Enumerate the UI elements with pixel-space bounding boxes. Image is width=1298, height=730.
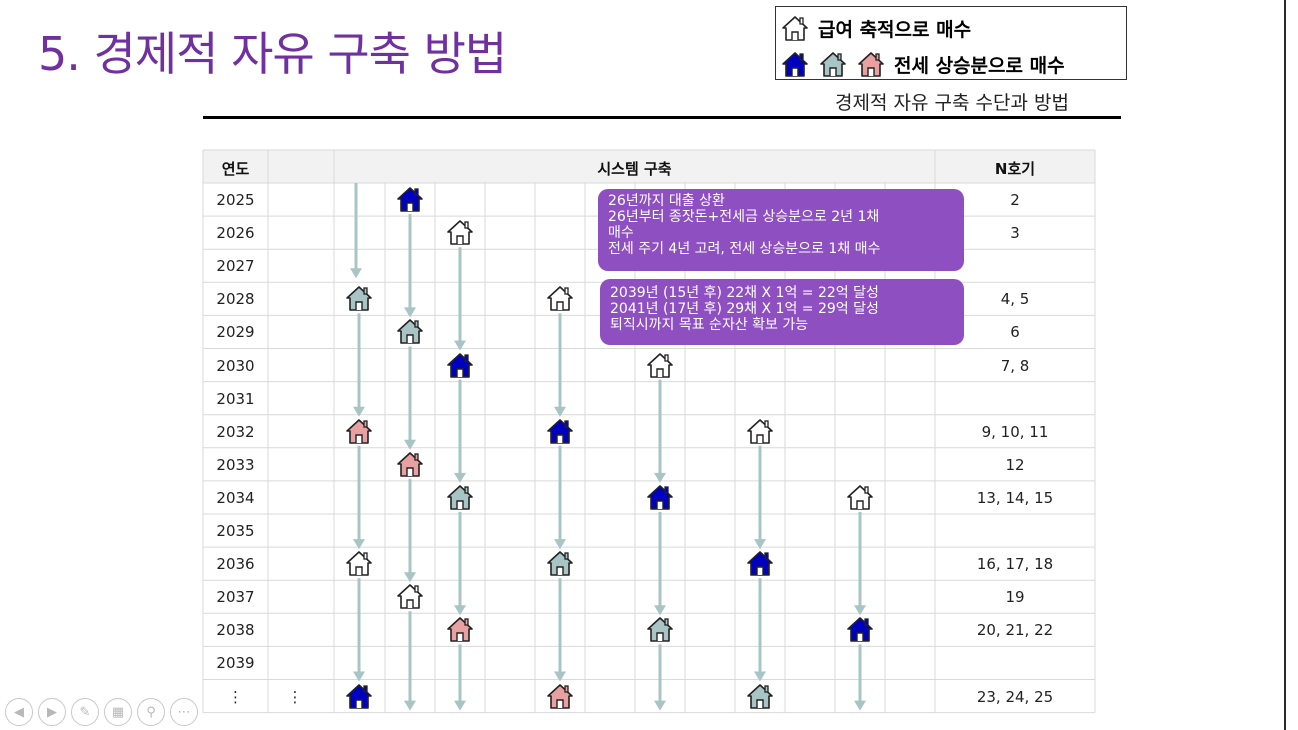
house-outline-icon <box>780 13 810 43</box>
house-blue-icon <box>545 416 575 446</box>
house-blue-icon <box>780 49 810 79</box>
house-outline-icon <box>645 350 675 380</box>
n-cell: 4, 5 <box>1000 290 1030 309</box>
slide-title: 5. 경제적 자유 구축 방법 <box>38 27 507 81</box>
legend-row-jeonse: 전세 상승분으로 매수 <box>780 49 1065 79</box>
slides-icon[interactable]: ▦ <box>104 698 132 726</box>
timeline-arrowhead <box>350 268 362 279</box>
callout-line: 매수 <box>608 225 634 241</box>
n-cell: 2 <box>1010 191 1020 209</box>
callout-line: 퇴직시까지 목표 순자산 확보 가능 <box>610 317 809 333</box>
house-pink-icon <box>545 681 575 711</box>
n-cell: 23, 24, 25 <box>976 687 1054 706</box>
legend-box: 급여 축적으로 매수 전세 상승분으로 매수 <box>775 6 1127 80</box>
timeline-arrowhead <box>654 700 666 711</box>
pen-icon[interactable]: ✎ <box>71 698 99 726</box>
callout-line: 전세 주기 4년 고려, 전세 상승분으로 1채 매수 <box>608 241 881 257</box>
house-outline-icon <box>445 217 475 247</box>
house-pink-icon <box>445 614 475 644</box>
callout-line: 26년까지 대출 상환 <box>608 193 725 209</box>
n-cell: 20, 21, 22 <box>976 621 1054 640</box>
house-blue-icon <box>445 350 475 380</box>
next-icon[interactable]: ▶ <box>38 698 66 726</box>
timeline-arrowhead <box>854 700 866 711</box>
callout-line: 26년부터 종잣돈+전세금 상승분으로 2년 1채 <box>608 209 880 225</box>
house-gray-icon <box>745 681 775 711</box>
house-pink-icon <box>344 416 374 446</box>
house-outline-icon <box>745 416 775 446</box>
house-gray-icon <box>344 283 374 313</box>
slide-subtitle: 경제적 자유 구축 수단과 방법 <box>835 92 1069 114</box>
year-cell: 2037 <box>216 588 255 607</box>
n-cell: 7, 8 <box>1000 356 1030 375</box>
house-blue-icon <box>845 614 875 644</box>
house-gray-icon <box>395 316 425 346</box>
house-outline-icon <box>845 482 875 512</box>
extra-cell: ⋮ <box>287 687 303 706</box>
year-cell: 2031 <box>216 389 255 408</box>
n-cell: 16, 17, 18 <box>976 555 1054 574</box>
n-cell: 9, 10, 11 <box>981 422 1049 441</box>
house-blue-icon <box>645 482 675 512</box>
callout-line: 2039년 (15년 후) 22채 X 1억 = 22억 달성 <box>610 285 879 301</box>
year-cell: 2038 <box>216 621 255 640</box>
slideshow-controls: ◀ ▶ ✎ ▦ ⚲ ⋯ <box>5 698 198 726</box>
year-cell: 2033 <box>216 455 255 474</box>
year-cell: 2036 <box>216 555 255 574</box>
legend-label-salary: 급여 축적으로 매수 <box>818 18 972 41</box>
callout-loan-plan: 26년까지 대출 상환 26년부터 종잣돈+전세금 상승분으로 2년 1채 매수… <box>598 189 964 271</box>
house-gray-icon <box>818 49 848 79</box>
legend-row-salary: 급여 축적으로 매수 <box>780 13 971 43</box>
header-year: 연도 <box>221 160 250 178</box>
table-header-bg <box>203 150 1095 183</box>
timeline-arrowhead <box>404 700 416 711</box>
house-outline-icon <box>344 548 374 578</box>
year-cell: 2034 <box>216 488 255 507</box>
prev-icon[interactable]: ◀ <box>5 698 33 726</box>
house-outline-icon <box>395 581 425 611</box>
year-cell: 2028 <box>216 290 255 309</box>
n-cell: 13, 14, 15 <box>976 488 1054 507</box>
legend-label-jeonse: 전세 상승분으로 매수 <box>894 54 1065 77</box>
house-outline-icon <box>545 283 575 313</box>
house-gray-icon <box>545 548 575 578</box>
callout-goal: 2039년 (15년 후) 22채 X 1억 = 22억 달성 2041년 (1… <box>600 279 964 345</box>
header-system: 시스템 구축 <box>597 160 672 178</box>
house-pink-icon <box>395 449 425 479</box>
year-cell: 2035 <box>216 522 255 540</box>
house-gray-icon <box>645 614 675 644</box>
year-cell: ⋮ <box>228 687 243 706</box>
window-edge <box>1284 0 1286 730</box>
zoom-icon[interactable]: ⚲ <box>137 698 165 726</box>
n-cell: 6 <box>1010 323 1020 342</box>
year-cell: 2027 <box>216 257 255 276</box>
year-cell: 2025 <box>216 191 255 209</box>
year-cell: 2026 <box>216 224 255 243</box>
year-cell: 2039 <box>216 654 255 673</box>
n-cell: 3 <box>1010 224 1020 243</box>
n-cell: 12 <box>1005 455 1025 474</box>
timeline-arrowhead <box>454 700 466 711</box>
house-blue-icon <box>344 681 374 711</box>
house-gray-icon <box>445 482 475 512</box>
house-blue-icon <box>745 548 775 578</box>
n-cell: 19 <box>1005 588 1025 607</box>
callout-line: 2041년 (17년 후) 29채 X 1억 = 29억 달성 <box>610 301 879 317</box>
house-pink-icon <box>856 49 886 79</box>
year-cell: 2029 <box>216 323 255 342</box>
header-n: N호기 <box>994 160 1036 178</box>
year-cell: 2030 <box>216 356 255 375</box>
house-blue-icon <box>395 184 425 214</box>
more-icon[interactable]: ⋯ <box>170 698 198 726</box>
subtitle-underline <box>203 116 1121 119</box>
year-cell: 2032 <box>216 422 255 441</box>
